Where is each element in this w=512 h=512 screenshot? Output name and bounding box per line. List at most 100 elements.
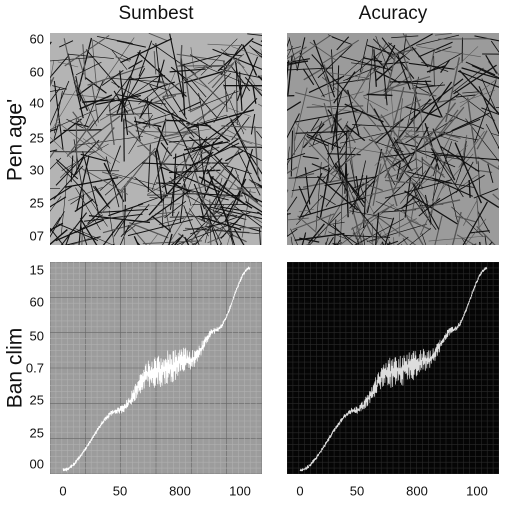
crack-line xyxy=(120,92,124,122)
crack-line xyxy=(183,205,200,245)
crack-line xyxy=(397,98,403,139)
crack-line xyxy=(74,198,94,213)
crack-line xyxy=(154,128,214,139)
crack-line xyxy=(319,167,331,218)
crack-line xyxy=(416,170,423,190)
crack-line xyxy=(396,162,401,180)
crack-line xyxy=(459,134,468,173)
crack-line xyxy=(142,162,192,166)
crack-line xyxy=(193,183,206,210)
crack-line xyxy=(332,78,370,85)
crack-line xyxy=(487,163,494,184)
crack-line xyxy=(106,113,152,116)
crack-line xyxy=(421,233,427,245)
crack-line xyxy=(187,109,255,129)
crack-line xyxy=(451,112,490,132)
crack-line xyxy=(442,106,465,134)
crack-line xyxy=(378,234,390,245)
crack-line xyxy=(58,223,99,242)
crack-line xyxy=(100,176,133,215)
crack-line xyxy=(88,74,132,131)
crack-line xyxy=(419,181,446,236)
crack-line xyxy=(151,146,169,191)
crack-line xyxy=(415,81,453,133)
crack-line xyxy=(134,120,162,128)
crack-line xyxy=(299,237,320,243)
crack-line xyxy=(359,38,369,73)
crack-line xyxy=(411,46,429,68)
crack-line xyxy=(189,227,204,243)
crack-line xyxy=(387,167,419,179)
crack-line xyxy=(349,210,393,220)
crack-line xyxy=(192,114,227,126)
crack-line xyxy=(374,118,404,145)
crack-line xyxy=(440,59,451,73)
crack-line xyxy=(445,57,461,123)
crack-line xyxy=(385,240,399,245)
crack-line xyxy=(127,99,135,115)
y-tick-label: 0.7 xyxy=(26,360,44,375)
crack-line xyxy=(233,228,245,245)
crack-line xyxy=(227,226,233,245)
crack-line xyxy=(113,207,134,237)
column-title: Sumbest xyxy=(119,3,195,24)
crack-line xyxy=(359,184,366,200)
crack-line xyxy=(311,54,349,95)
crack-line xyxy=(210,206,262,220)
crack-line xyxy=(63,129,102,132)
crack-line xyxy=(128,114,153,155)
crack-line xyxy=(291,188,309,191)
crack-line xyxy=(404,190,459,225)
curve xyxy=(299,266,488,472)
crack-line xyxy=(207,43,242,47)
crack-line xyxy=(150,65,208,102)
crack-line xyxy=(166,119,185,122)
crack-line xyxy=(260,40,262,42)
crack-line xyxy=(465,218,487,245)
crack-line xyxy=(156,148,168,197)
crack-line xyxy=(466,97,478,165)
crack-line xyxy=(287,113,300,139)
crack-line xyxy=(384,179,452,199)
crack-line xyxy=(57,61,79,68)
crack-line xyxy=(445,112,485,130)
crack-line xyxy=(230,65,251,92)
crack-line xyxy=(397,158,418,171)
crack-line xyxy=(306,105,364,108)
x-tick-label: 50 xyxy=(113,483,127,498)
crack-line xyxy=(336,239,341,245)
crack-line xyxy=(124,105,166,136)
crack-line xyxy=(477,156,499,170)
crack-line xyxy=(136,241,141,245)
crack-line xyxy=(105,156,120,208)
crack-line xyxy=(50,157,62,170)
crack-line xyxy=(340,173,344,243)
crack-line xyxy=(169,68,206,73)
crack-line xyxy=(164,200,187,219)
crack-line xyxy=(215,210,247,220)
crack-line xyxy=(234,126,248,151)
crack-line xyxy=(321,150,347,182)
crack-line xyxy=(290,228,298,245)
crack-line xyxy=(163,162,212,186)
crack-line xyxy=(60,168,69,235)
crack-line xyxy=(75,187,101,230)
crack-line xyxy=(101,70,124,86)
crack-line xyxy=(298,172,315,178)
crack-line xyxy=(413,117,418,172)
crack-line xyxy=(366,93,393,97)
crack-line xyxy=(471,243,477,245)
crack-line xyxy=(158,217,185,225)
row-label: Pen age' xyxy=(4,99,27,181)
crack-line xyxy=(59,40,74,48)
crack-line xyxy=(119,70,129,135)
crack-line xyxy=(147,144,151,193)
crack-line xyxy=(190,79,207,98)
crack-line xyxy=(468,179,471,198)
y-tick-label: 60 xyxy=(30,294,44,309)
crack-line xyxy=(161,192,165,229)
crack-line xyxy=(200,38,238,76)
crack-line xyxy=(408,62,455,70)
crack-line xyxy=(287,38,291,48)
crack-line xyxy=(455,161,474,193)
